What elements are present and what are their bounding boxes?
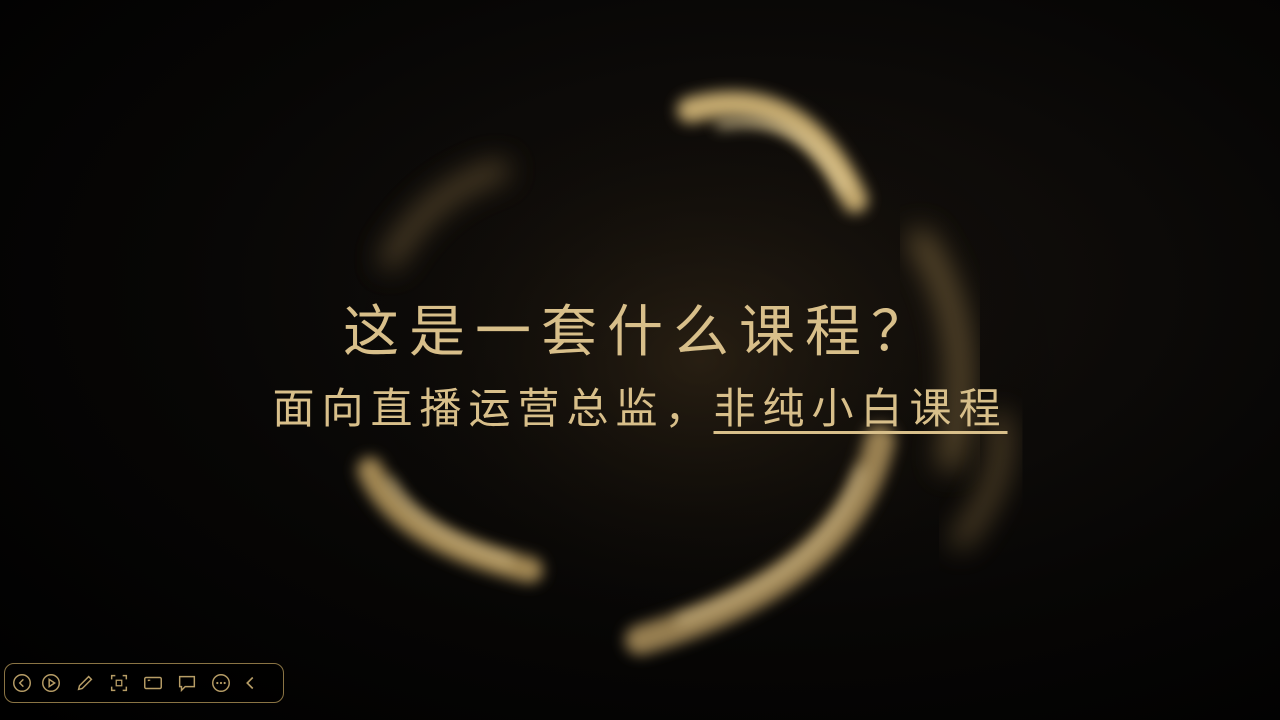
screen-button[interactable] [137, 667, 169, 699]
collapse-toolbar-button[interactable] [239, 667, 261, 699]
pen-icon [77, 675, 93, 691]
more-button[interactable] [205, 667, 237, 699]
comment-icon [178, 675, 196, 693]
presentation-toolbar [4, 663, 284, 703]
screen-icon [144, 676, 162, 690]
select-button[interactable] [103, 667, 135, 699]
play-icon [42, 674, 60, 692]
subtitle-prefix: 面向直播运营总监， [272, 384, 714, 433]
select-icon [110, 674, 128, 692]
slide-subtitle: 面向直播运营总监，非纯小白课程 [0, 382, 1280, 436]
collapse-icon [246, 676, 254, 690]
pen-button[interactable] [69, 667, 101, 699]
prev-button[interactable] [11, 667, 33, 699]
prev-icon [13, 674, 31, 692]
subtitle-highlight: 非纯小白课程 [713, 384, 1008, 433]
more-icon [212, 674, 230, 692]
play-button[interactable] [35, 667, 67, 699]
slide-title: 这是一套什么课程？ [343, 300, 937, 365]
comment-button[interactable] [171, 667, 203, 699]
